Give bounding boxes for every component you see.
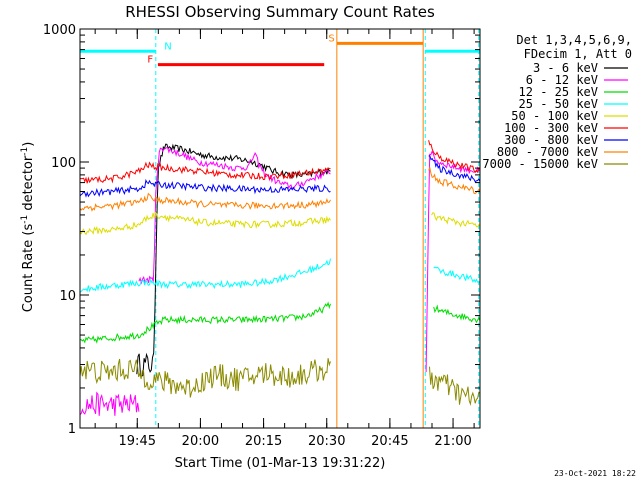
legend: Det 1,3,4,5,6,9, FDecim 1, Att 0 3 - 6 k… (482, 33, 632, 171)
legend-label: 800 - 7000 keV (497, 145, 598, 159)
x-tick-label: 20:00 (182, 434, 219, 449)
series-line (79, 301, 331, 344)
series-line (428, 155, 481, 183)
legend-label: 100 - 300 keV (504, 121, 598, 135)
x-tick-label: 21:00 (434, 434, 471, 449)
series-line (80, 161, 331, 184)
series-line (79, 358, 331, 398)
series-8 (79, 166, 481, 212)
legend-label: 3 - 6 keV (533, 61, 598, 75)
legend-label: 7000 - 15000 keV (482, 157, 598, 171)
y-label-sup-1: -1 (20, 215, 30, 224)
flag-bars: NF S (80, 33, 480, 67)
series-line (138, 147, 331, 285)
y-label-part-2: detector (21, 155, 36, 215)
x-tick-label: 19:45 (119, 434, 156, 449)
y-axis-label: Count Rate (s-1 detector-1) (20, 142, 36, 313)
series-line (431, 212, 481, 228)
series-line (433, 266, 481, 284)
plot-frame (79, 28, 481, 429)
y-label-part-1: Count Rate (s (21, 224, 36, 313)
y-tick-label: 100 (51, 156, 76, 171)
series-5 (79, 211, 481, 236)
series-line (428, 140, 481, 174)
series-line (79, 258, 331, 293)
series-line (136, 143, 331, 377)
flag-label-S: S (328, 33, 334, 44)
series-4 (79, 258, 481, 293)
series-line (429, 366, 481, 406)
series-line (425, 150, 481, 373)
vertical-markers (155, 29, 480, 428)
legend-header-line-1: Det 1,3,4,5,6,9, (516, 33, 632, 47)
legend-label: 25 - 50 keV (519, 97, 598, 111)
data-series (79, 140, 481, 416)
x-axis-label: Start Time (01-Mar-13 19:31:22) (175, 456, 386, 471)
legend-header-line-2: FDecim 1, Att 0 (524, 47, 632, 61)
x-tick-label: 20:30 (308, 434, 345, 449)
series-7 (79, 155, 481, 198)
y-tick-label: 1000 (43, 23, 76, 38)
legend-label: 6 - 12 keV (526, 73, 598, 87)
y-tick-label: 10 (59, 289, 76, 304)
x-tick-label: 20:15 (245, 434, 282, 449)
series-2 (79, 147, 481, 416)
series-line (79, 178, 331, 198)
series-6 (80, 140, 481, 184)
legend-label: 12 - 25 keV (519, 85, 598, 99)
x-tick-label: 20:45 (371, 434, 408, 449)
y-label-part-3: ) (21, 142, 36, 147)
legend-label: 300 - 800 keV (504, 133, 598, 147)
series-line (428, 166, 481, 195)
series-1 (136, 143, 331, 377)
series-line (433, 304, 481, 324)
axes: 1 10 100 1000 19:45 20:00 20:15 20:30 20:45 21:00 (43, 23, 480, 449)
flag-label-F: F (147, 55, 153, 66)
series-line (79, 211, 331, 236)
y-label-sup-2: -1 (20, 147, 30, 156)
chart-title: RHESSI Observing Summary Count Rates (125, 3, 435, 21)
footer-date: 23-Oct-2021 18:22 (554, 469, 636, 478)
series-3 (79, 301, 481, 344)
series-9 (79, 358, 481, 406)
flag-label-N: N (164, 41, 171, 52)
y-tick-label: 1 (68, 422, 76, 437)
series-line (79, 391, 140, 416)
series-line (79, 192, 331, 212)
legend-label: 50 - 100 keV (511, 109, 598, 123)
